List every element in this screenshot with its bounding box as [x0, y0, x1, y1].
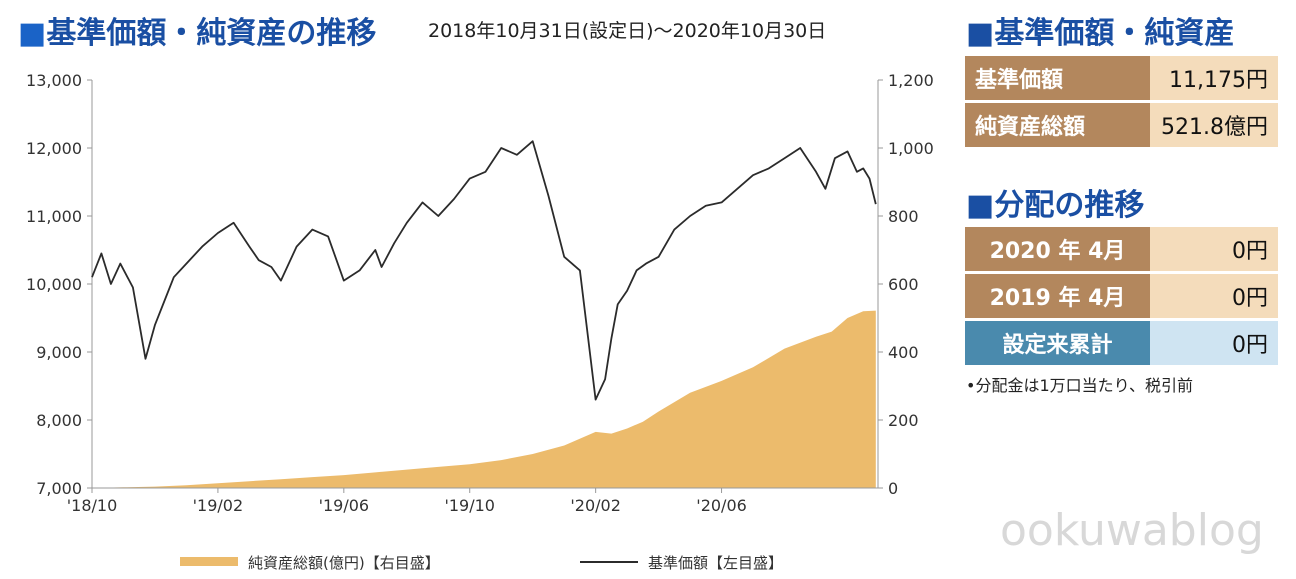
title-square-icon: ■: [18, 16, 47, 51]
distribution-table: 2020 年 4月 0円 2019 年 4月 0円 設定来累計 0円: [965, 224, 1278, 368]
period-label: 2018年10月31日(設定日)～2020年10月30日: [428, 20, 827, 42]
right-tick-label: 400: [888, 343, 919, 362]
dist-2020-label: 2020 年 4月: [965, 227, 1150, 271]
legend-line-label: 基準価額【左目盛】: [648, 554, 783, 572]
x-tick-label: '19/02: [193, 496, 244, 515]
dist-2019-label: 2019 年 4月: [965, 274, 1150, 318]
watermark: ookuwablog: [1000, 505, 1264, 556]
nav-assets-chart: 13,000 12,000 11,000 10,000 9,000 8,000 7,000 1…: [26, 71, 934, 572]
left-tick-label: 8,000: [36, 411, 82, 430]
chart-title: ■基準価額・純資産の推移: [18, 8, 376, 52]
right-tick-label: 0: [888, 479, 898, 498]
right-tick-label: 1,000: [888, 139, 934, 158]
legend-area-swatch: [180, 557, 238, 566]
dist-2019-value: 0円: [1150, 274, 1278, 318]
distribution-section-title: ■分配の推移: [966, 188, 1145, 223]
left-tick-label: 7,000: [36, 479, 82, 498]
table-row-assets: 純資産総額 521.8億円: [965, 103, 1278, 147]
assets-label: 純資産総額: [965, 103, 1150, 147]
x-tick-label: '20/02: [570, 496, 621, 515]
left-tick-label: 9,000: [36, 343, 82, 362]
table-row-dist-2019: 2019 年 4月 0円: [965, 274, 1278, 318]
x-tick-label: '19/06: [319, 496, 370, 515]
right-tick-label: 800: [888, 207, 919, 226]
nav-value: 11,175円: [1150, 56, 1278, 100]
left-tick-label: 13,000: [26, 71, 82, 90]
nav-section-title: ■基準価額・純資産: [966, 16, 1235, 51]
nav-line: [91, 140, 877, 401]
left-tick-label: 12,000: [26, 139, 82, 158]
legend-area-label: 純資産総額(億円)【右目盛】: [248, 554, 440, 572]
distribution-note: •分配金は1万口当たり、税引前: [966, 376, 1193, 395]
chart-title-text: 基準価額・純資産の推移: [46, 16, 377, 51]
assets-value: 521.8億円: [1150, 103, 1278, 147]
cumulative-label: 設定来累計: [965, 321, 1150, 365]
table-row-cumulative: 設定来累計 0円: [965, 321, 1278, 365]
table-row-nav: 基準価額 11,175円: [965, 56, 1278, 100]
assets-area: [92, 310, 876, 488]
x-tick-label: '19/10: [444, 496, 495, 515]
table-row-dist-2020: 2020 年 4月 0円: [965, 227, 1278, 271]
x-tick-label: '20/06: [696, 496, 747, 515]
nav-table: 基準価額 11,175円 純資産総額 521.8億円: [965, 53, 1278, 150]
right-tick-label: 600: [888, 275, 919, 294]
right-tick-label: 200: [888, 411, 919, 430]
cumulative-value: 0円: [1150, 321, 1278, 365]
left-tick-label: 10,000: [26, 275, 82, 294]
nav-label: 基準価額: [965, 56, 1150, 100]
x-tick-label: '18/10: [67, 496, 118, 515]
dist-2020-value: 0円: [1150, 227, 1278, 271]
right-tick-label: 1,200: [888, 71, 934, 90]
left-tick-label: 11,000: [26, 207, 82, 226]
